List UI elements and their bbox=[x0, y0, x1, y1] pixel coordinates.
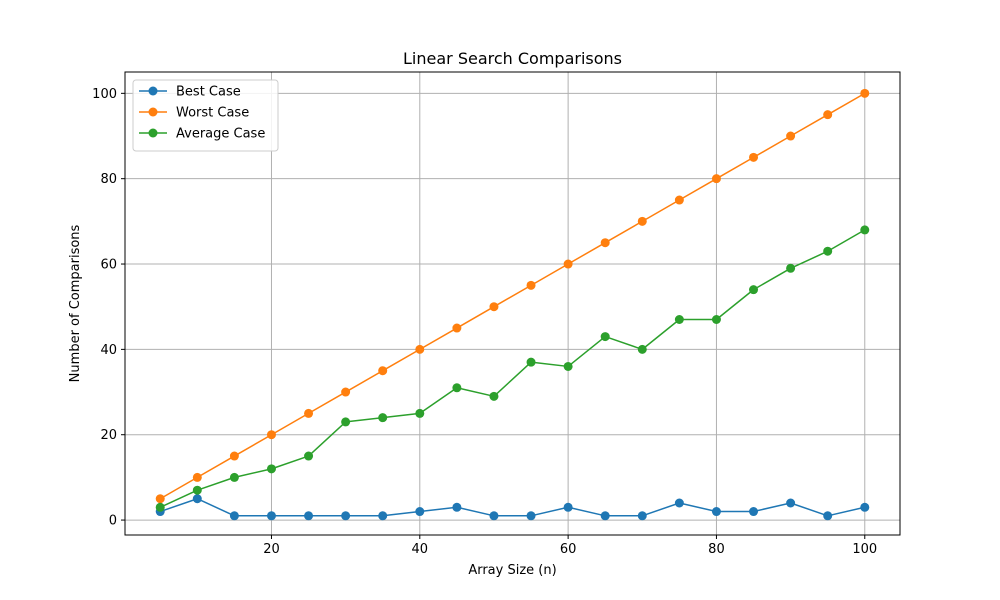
legend-item-worst-case: Worst Case bbox=[139, 106, 249, 121]
data-point-worst-case bbox=[749, 152, 759, 162]
data-point-best-case bbox=[489, 511, 499, 521]
y-axis-ticks: 0 20 40 60 80 100 bbox=[92, 87, 125, 529]
plot-frame bbox=[124, 71, 901, 536]
data-point-worst-case bbox=[860, 88, 870, 98]
y-tick-label: 100 bbox=[92, 87, 117, 102]
y-tick-label: 0 bbox=[109, 514, 117, 529]
data-point-best-case bbox=[711, 507, 721, 517]
legend: Best Case Worst Case Average Case bbox=[132, 79, 279, 152]
x-axis-label: Array Size (n) bbox=[468, 563, 556, 578]
data-point-worst-case bbox=[229, 451, 239, 461]
x-tick-label: 20 bbox=[263, 542, 280, 557]
series-worst-case bbox=[155, 88, 870, 504]
series-best-case bbox=[155, 494, 870, 521]
data-point-worst-case bbox=[192, 472, 202, 482]
series-line-worst-case bbox=[159, 92, 866, 500]
data-point-best-case bbox=[600, 511, 610, 521]
data-point-average-case bbox=[341, 417, 351, 427]
data-point-best-case bbox=[786, 498, 796, 508]
data-point-best-case bbox=[229, 511, 239, 521]
data-point-worst-case bbox=[600, 238, 610, 248]
data-point-worst-case bbox=[563, 259, 573, 269]
data-point-best-case bbox=[749, 507, 759, 517]
data-point-best-case bbox=[452, 502, 462, 512]
data-point-average-case bbox=[749, 285, 759, 295]
data-point-average-case bbox=[823, 246, 833, 256]
x-tick-label: 60 bbox=[560, 542, 577, 557]
x-tick-label: 40 bbox=[412, 542, 429, 557]
data-point-average-case bbox=[674, 315, 684, 325]
legend-label: Average Case bbox=[176, 127, 265, 142]
data-point-worst-case bbox=[823, 110, 833, 120]
legend-item-best-case: Best Case bbox=[139, 85, 241, 100]
data-point-worst-case bbox=[341, 387, 351, 397]
legend-swatch-marker bbox=[148, 107, 158, 117]
data-point-average-case bbox=[600, 332, 610, 342]
data-point-average-case bbox=[452, 383, 462, 393]
data-point-average-case bbox=[415, 408, 425, 418]
data-point-average-case bbox=[266, 464, 276, 474]
legend-item-average-case: Average Case bbox=[139, 127, 265, 142]
data-point-average-case bbox=[563, 361, 573, 371]
data-point-average-case bbox=[229, 472, 239, 482]
data-point-average-case bbox=[637, 344, 647, 354]
data-point-worst-case bbox=[378, 366, 388, 376]
series-average-case bbox=[155, 225, 870, 512]
chart-title: Linear Search Comparisons bbox=[403, 49, 622, 68]
legend-box bbox=[132, 79, 279, 152]
data-point-average-case bbox=[155, 502, 165, 512]
data-point-best-case bbox=[192, 494, 202, 504]
legend-swatch-marker bbox=[148, 128, 158, 138]
series-line-average-case bbox=[159, 229, 866, 508]
x-axis-ticks: 20 40 60 80 100 bbox=[263, 535, 877, 557]
data-point-worst-case bbox=[711, 174, 721, 184]
data-point-worst-case bbox=[637, 216, 647, 226]
data-point-average-case bbox=[711, 315, 721, 325]
data-point-best-case bbox=[378, 511, 388, 521]
data-point-average-case bbox=[489, 391, 499, 401]
series-line-best-case bbox=[159, 497, 865, 517]
data-point-average-case bbox=[786, 263, 796, 273]
data-point-worst-case bbox=[489, 302, 499, 312]
data-point-worst-case bbox=[674, 195, 684, 205]
data-point-average-case bbox=[304, 451, 314, 461]
y-tick-label: 20 bbox=[100, 428, 117, 443]
legend-swatch-marker bbox=[148, 86, 158, 96]
data-point-average-case bbox=[526, 357, 536, 367]
x-tick-label: 100 bbox=[852, 542, 877, 557]
data-point-best-case bbox=[823, 511, 833, 521]
y-tick-label: 60 bbox=[100, 258, 117, 273]
data-point-worst-case bbox=[304, 408, 314, 418]
data-point-best-case bbox=[266, 511, 276, 521]
data-point-worst-case bbox=[415, 344, 425, 354]
data-point-best-case bbox=[563, 502, 573, 512]
data-point-worst-case bbox=[155, 494, 165, 504]
data-point-worst-case bbox=[452, 323, 462, 333]
data-point-best-case bbox=[304, 511, 314, 521]
y-tick-label: 80 bbox=[100, 172, 117, 187]
data-point-average-case bbox=[860, 225, 870, 235]
data-point-average-case bbox=[378, 413, 388, 423]
data-point-average-case bbox=[192, 485, 202, 495]
data-point-best-case bbox=[637, 511, 647, 521]
series-layer bbox=[155, 88, 870, 521]
data-point-worst-case bbox=[786, 131, 796, 141]
data-point-best-case bbox=[415, 507, 425, 517]
data-point-best-case bbox=[860, 502, 870, 512]
legend-label: Worst Case bbox=[176, 106, 249, 121]
data-point-best-case bbox=[526, 511, 536, 521]
y-tick-label: 40 bbox=[100, 343, 117, 358]
data-point-best-case bbox=[674, 498, 684, 508]
legend-label: Best Case bbox=[176, 85, 241, 100]
x-tick-label: 80 bbox=[708, 542, 725, 557]
y-axis-label: Number of Comparisons bbox=[68, 224, 83, 382]
data-point-worst-case bbox=[266, 430, 276, 440]
data-point-best-case bbox=[341, 511, 351, 521]
data-point-worst-case bbox=[526, 280, 536, 290]
